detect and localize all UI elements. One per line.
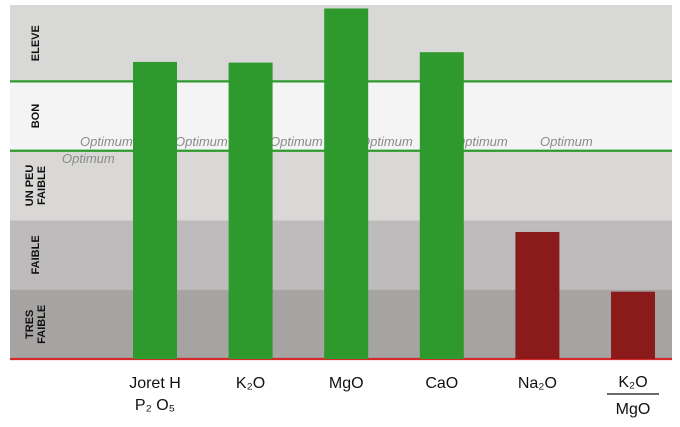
bar-k2o (228, 62, 273, 360)
band-label-bon: BON (30, 104, 42, 129)
category-label-k2o: K₂O (236, 375, 265, 392)
category-label-joret: P₂ O₅ (135, 397, 175, 414)
bar-cao (419, 52, 464, 359)
bar-k2o_mgo (611, 291, 655, 359)
optimum-label: Optimum (540, 134, 593, 149)
category-label-k2o_mgo-denominator: MgO (616, 401, 651, 418)
optimum-label: Optimum (175, 134, 228, 149)
band-label-faible: FAIBLE (30, 235, 42, 274)
optimum-labels: Optimum Optimum Optimum Optimum Optimum Optim… (62, 134, 593, 166)
band-label-un-peu-faible: UN PEUFAIBLE (24, 165, 48, 207)
optimum-label: Optimum (62, 151, 115, 166)
bar-joret (133, 61, 177, 359)
bars (133, 8, 655, 360)
category-label-k2o_mgo-numerator: K₂O (618, 374, 647, 391)
bar-mgo (324, 8, 369, 360)
band-label-tres-faible: TRESFAIBLE (24, 305, 48, 344)
category-label-joret: Joret H (129, 375, 181, 392)
optimum-label: Optimum (270, 134, 323, 149)
category-label-cao: CaO (425, 375, 458, 392)
optimum-label: Optimum (455, 134, 508, 149)
optimum-label: Optimum (360, 134, 413, 149)
category-label-na2o: Na₂O (518, 375, 557, 392)
band-label-eleve: ELEVE (30, 25, 42, 61)
category-label-mgo: MgO (329, 375, 364, 392)
category-labels: Joret H P₂ O₅ K₂O MgO CaO Na₂O K₂O MgO (129, 374, 659, 418)
bar-na2o (515, 231, 560, 359)
optimum-label: Optimum (80, 134, 133, 149)
